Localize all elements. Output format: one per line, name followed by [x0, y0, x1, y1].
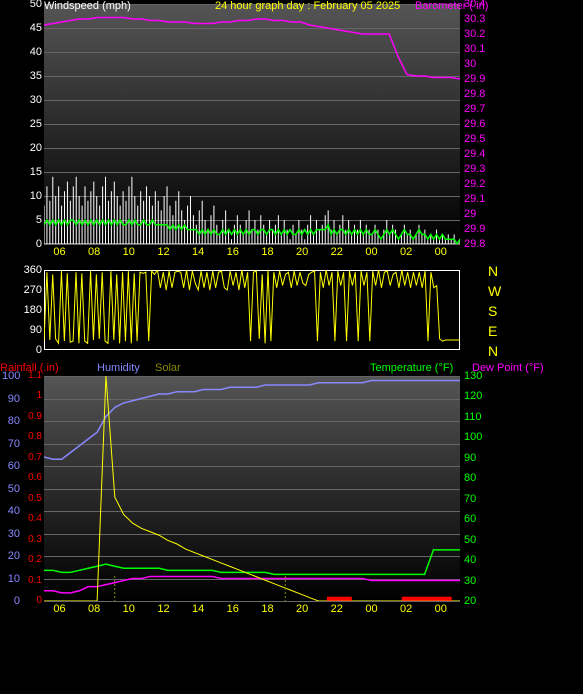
- windspeed-label: Windspeed (mph): [44, 0, 131, 12]
- chart-title: 24 hour graph day : February 05 2025: [215, 0, 400, 12]
- chart3-label: Humidity: [97, 362, 140, 374]
- temperature-series: [44, 550, 460, 575]
- solar-series: [44, 376, 460, 601]
- dewpoint-series: [44, 576, 460, 592]
- chart-windspeed-barometer: [44, 4, 460, 244]
- direction-series: [44, 270, 460, 343]
- chart3-label: Solar: [155, 362, 181, 374]
- chart3-label: Dew Point (°F): [472, 362, 544, 374]
- wind-series: [44, 177, 460, 244]
- chart-wind-direction: [44, 270, 460, 350]
- chart3-label: Temperature (°F): [370, 362, 453, 374]
- humidity-series: [44, 381, 460, 460]
- barometer-series: [44, 18, 460, 80]
- chart-temp-humidity: [44, 376, 460, 601]
